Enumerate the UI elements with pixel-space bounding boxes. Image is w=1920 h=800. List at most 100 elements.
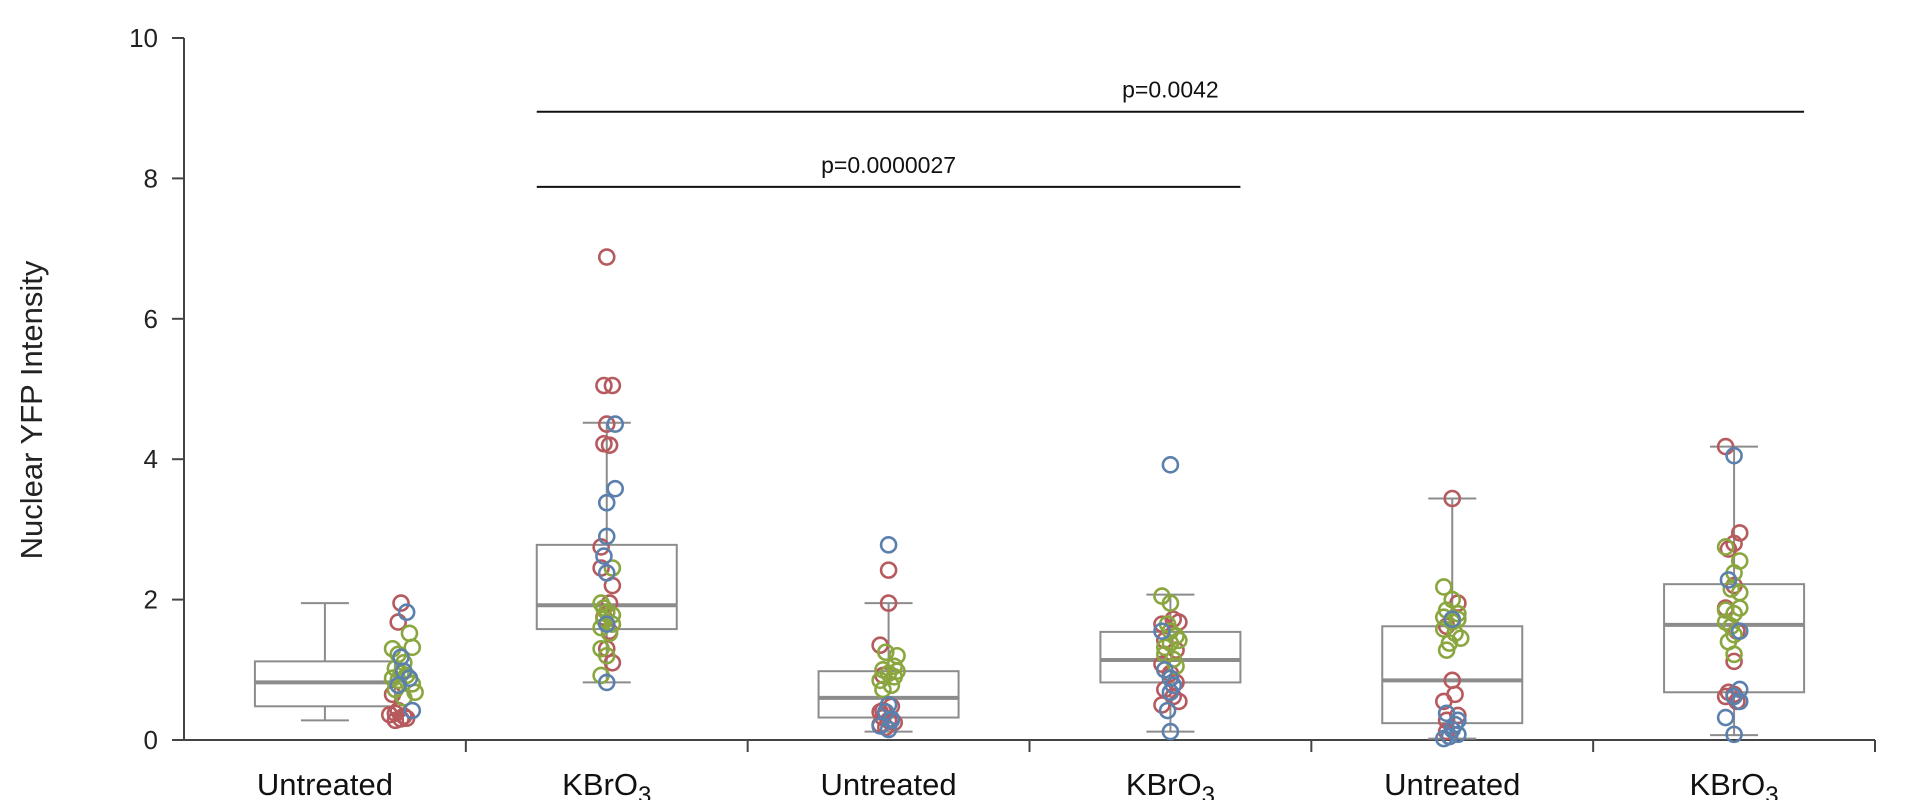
data-point-green: [1170, 631, 1188, 650]
category-label: Untreated: [821, 767, 957, 800]
data-point-red: [1437, 711, 1456, 730]
data-point-green: [1161, 634, 1180, 652]
data-point-blue: [606, 479, 625, 498]
y-tick-label: 10: [129, 23, 158, 53]
data-point-green: [1451, 629, 1470, 648]
data-point-blue: [1443, 610, 1462, 629]
data-point-blue: [403, 701, 422, 720]
x-axis: Untreated KBrO3 Untreated KBrO3 Untreated KBr…: [184, 739, 1876, 800]
data-point-blue: [1449, 725, 1467, 744]
y-tick-label: 8: [144, 163, 158, 193]
category-subscript: 3: [638, 782, 651, 800]
p-value-label: p=0.0000027: [821, 152, 956, 178]
category-name: KBrO: [1126, 767, 1202, 800]
data-point-green: [597, 646, 616, 665]
data-point-blue: [597, 527, 616, 546]
data-point-green: [1437, 641, 1456, 659]
data-point-green: [600, 624, 619, 643]
data-point-blue: [1719, 571, 1738, 589]
data-point-green: [879, 664, 898, 683]
data-point-red: [1719, 540, 1738, 558]
category-label: Untreated: [1384, 767, 1520, 800]
data-point-green: [400, 624, 419, 643]
data-point-blue: [1716, 708, 1735, 727]
data-point-green: [1722, 580, 1741, 598]
data-point-red: [597, 248, 616, 266]
data-point-red: [879, 594, 898, 612]
data-point-green: [1434, 608, 1453, 626]
data-point-blue: [1161, 456, 1180, 474]
data-point-red: [879, 561, 898, 579]
data-point-green: [888, 662, 906, 681]
category-name: KBrO: [562, 767, 638, 800]
data-point-red: [603, 376, 622, 395]
data-point-red: [597, 415, 616, 433]
data-point-blue: [597, 564, 616, 582]
data-point-blue: [1164, 676, 1183, 695]
y-tick-label: 6: [144, 304, 158, 334]
data-point-green: [1161, 594, 1180, 612]
data-point-blue: [882, 711, 901, 730]
category-label: KBrO3: [1690, 767, 1779, 800]
data-point-blue: [879, 536, 898, 554]
data-point-blue: [879, 720, 898, 739]
data-point-green: [603, 615, 622, 633]
data-point-green: [1434, 578, 1453, 596]
data-point-blue: [597, 493, 616, 512]
data-point-red: [600, 436, 619, 454]
data-point-red: [1730, 524, 1749, 542]
data-point-red: [1153, 696, 1171, 714]
data-point-blue: [597, 673, 616, 692]
data-point-green: [876, 643, 895, 662]
data-point-blue: [595, 547, 613, 565]
data-point-blue: [1730, 692, 1749, 711]
category-name: Untreated: [821, 767, 957, 800]
category-name: Untreated: [257, 767, 393, 800]
data-point-blue: [395, 662, 413, 681]
data-point-red: [595, 376, 613, 395]
y-axis-title: Nuclear YFP Intensity: [14, 260, 49, 559]
data-point-red: [386, 711, 405, 730]
category-name: Untreated: [1384, 767, 1520, 800]
y-tick-label: 2: [144, 585, 158, 615]
data-point-blue: [606, 415, 625, 433]
boxes: [253, 421, 1806, 740]
data-point-green: [595, 599, 613, 617]
data-point-blue: [1158, 701, 1177, 720]
data-point-blue: [1725, 446, 1743, 465]
data-point-green: [1716, 613, 1735, 631]
data-point-green: [1725, 645, 1743, 664]
data-point-blue: [1730, 680, 1749, 699]
y-tick-label: 4: [144, 444, 158, 474]
y-tick-label: 0: [144, 725, 158, 755]
data-point-blue: [1730, 622, 1749, 640]
data-point-blue: [597, 615, 616, 633]
data-point-blue: [1153, 622, 1171, 640]
data-point-red: [1443, 489, 1462, 508]
data-point-red: [392, 594, 410, 612]
data-point-green: [389, 671, 407, 690]
data-point-red: [592, 559, 610, 577]
data-point-blue: [1446, 715, 1464, 734]
category-label: KBrO3: [562, 767, 651, 800]
y-axis: 0 2 4 6 8 10: [129, 23, 185, 755]
data-points: [380, 248, 1749, 748]
data-point-red: [1725, 652, 1743, 671]
significance-brackets: p=0.0042 p=0.0000027: [536, 77, 1805, 188]
data-point-blue: [1161, 722, 1180, 741]
category-label: KBrO3: [1126, 767, 1215, 800]
data-point-blue: [397, 603, 416, 622]
category-subscript: 3: [1202, 782, 1215, 800]
data-point-red: [1446, 685, 1464, 704]
data-point-green: [1730, 599, 1749, 617]
data-point-green: [1716, 538, 1735, 556]
box-group: [1663, 445, 1806, 737]
data-point-green: [874, 680, 892, 699]
data-point-green: [603, 559, 622, 577]
data-point-green: [403, 638, 422, 657]
data-point-blue: [1725, 725, 1743, 744]
category-name: KBrO: [1690, 767, 1766, 800]
data-point-red: [380, 705, 399, 724]
category-label: Untreated: [257, 767, 393, 800]
